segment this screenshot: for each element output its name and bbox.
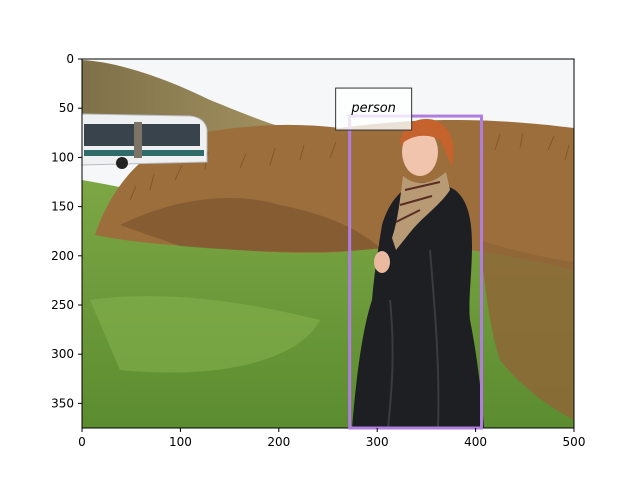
x-tick-label: 100 (169, 435, 192, 449)
x-tick-label: 200 (267, 435, 290, 449)
hill (82, 60, 300, 132)
x-tick-label: 300 (366, 435, 389, 449)
box-label: person (350, 101, 396, 116)
y-tick-label: 250 (51, 298, 74, 312)
y-tick-label: 0 (66, 52, 74, 66)
y-axis: 0 50 100 150 200 250 300 350 (51, 52, 82, 410)
bounding-box-person (348, 114, 484, 430)
x-axis: 0 100 200 300 400 500 (78, 428, 585, 449)
bus (82, 113, 208, 169)
y-tick-label: 200 (51, 249, 74, 263)
y-tick-label: 100 (51, 150, 74, 164)
bracken-right (480, 240, 574, 420)
y-tick-label: 300 (51, 347, 74, 361)
x-tick-label: 400 (464, 435, 487, 449)
x-tick-label: 500 (563, 435, 586, 449)
detections-layer: person (335, 87, 484, 430)
bracken-shadow (120, 197, 380, 253)
box-label-background (335, 87, 413, 131)
y-tick-label: 150 (51, 200, 74, 214)
y-tick-label: 50 (59, 101, 74, 115)
bracken-texture (129, 132, 570, 201)
axes-frame (81, 58, 575, 429)
person-figure (352, 119, 484, 428)
grass-highlight (90, 296, 320, 373)
x-tick-label: 0 (78, 435, 86, 449)
y-tick-label: 350 (51, 396, 74, 410)
photo (82, 59, 574, 428)
